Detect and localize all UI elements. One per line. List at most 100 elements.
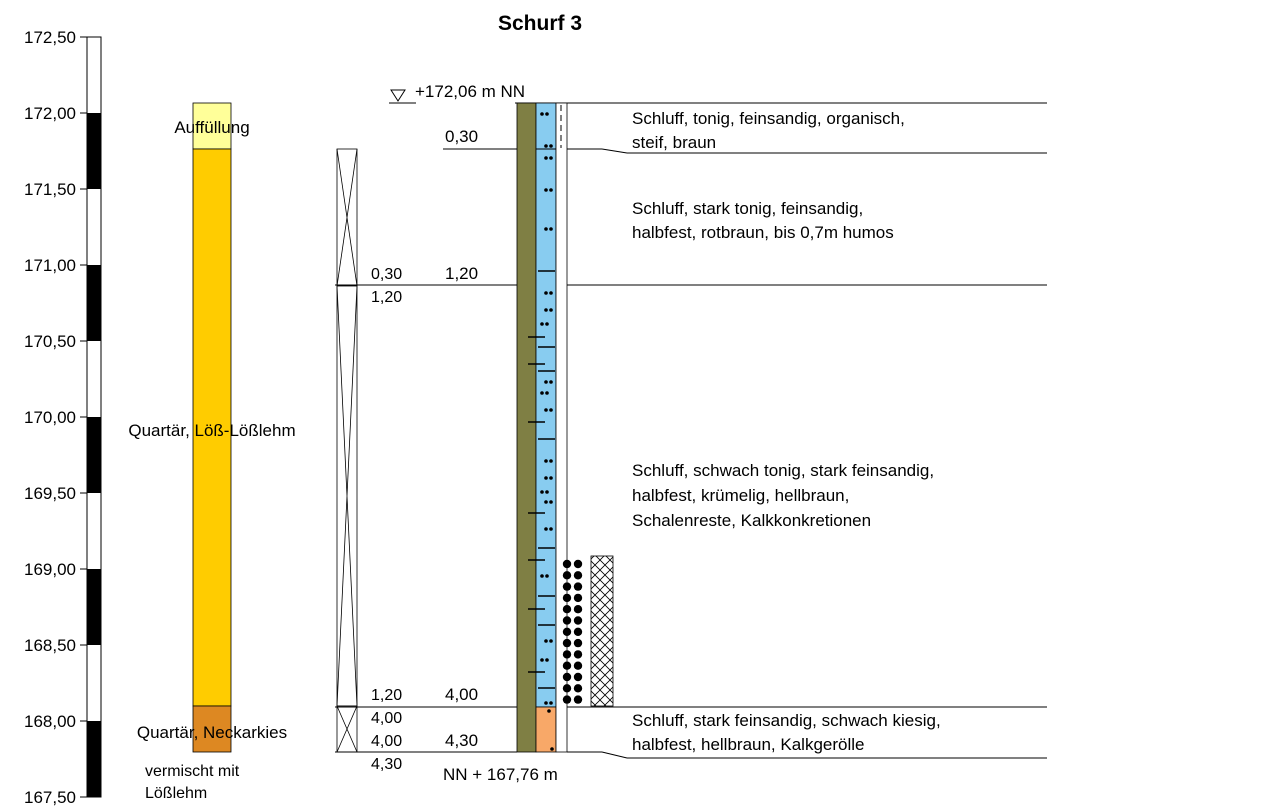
silt-dot-symbol [545,322,549,326]
sample-box-1-cross [336,148,358,287]
bottom-elevation-label: NN + 167,76 m [443,765,558,784]
silt-dot-symbol [544,291,548,295]
sample-box-3-cross [336,705,358,753]
silt-dot-symbol [545,658,549,662]
sample-dot [562,672,572,682]
layer-description-line: halbfest, krümelig, hellbraun, [632,486,849,505]
silt-dot-symbol [549,639,553,643]
layer-description-line: Schalenreste, Kalkkonkretionen [632,511,871,530]
scale-black-segment [87,721,101,797]
gravel-dot-symbol [550,747,554,751]
silt-dot-symbol [545,490,549,494]
sample-dot [562,638,572,648]
elevation-scale: 172,50 172,00 171,50 171,00 170,50 170,0… [24,28,102,807]
tick-label: 171,50 [24,180,76,199]
strat-label-neckarkies: Quartär, Neckarkies [137,723,287,742]
sample-dot [573,616,583,625]
silt-dot-symbol [544,527,548,531]
scale-ticks [80,36,87,798]
strat-label-auffuellung: Auffüllung [174,118,249,137]
scale-tick-labels: 172,50 172,00 171,50 171,00 170,50 170,0… [24,28,76,807]
sample-dot [573,627,583,636]
gravel-dot-symbol [547,709,551,713]
tick-label: 169,00 [24,560,76,579]
sample-dot [562,684,572,693]
strat-sublabel-1: vermischt mit [145,763,240,780]
silt-dot-symbol [540,322,544,326]
silt-dot-symbol [549,527,553,531]
ground-level-marker: +172,06 m NN [389,82,1047,104]
silt-dot-symbol [549,144,553,148]
layer-depth-label: 4,30 [445,731,478,750]
silt-dot-symbol [544,144,548,148]
layer-description-line: steif, braun [632,133,716,152]
sample-intervals: 0,30 1,20 1,20 4,00 4,00 4,30 [336,148,402,773]
silt-dot-symbol [549,380,553,384]
sample-dot [562,661,572,670]
silt-dot-symbol [549,476,553,480]
sample-depth-label: 4,00 [371,733,402,750]
layer-description-line: Schluff, schwach tonig, stark feinsandig… [632,461,934,480]
sample-dot [573,638,583,648]
sample-dot [573,593,583,603]
silt-dot-symbol [549,701,553,705]
silt-symbols [528,112,555,751]
scale-black-segment [87,265,101,341]
strat-unit-neckarkies [192,705,232,753]
silt-dot-symbol [549,308,553,312]
silt-dot-symbol [540,574,544,578]
silt-dot-symbol [549,227,553,231]
sample-dot [573,695,583,704]
silt-dot-symbol [540,658,544,662]
silt-dot-symbol [549,291,553,295]
ground-level-triangle [390,89,406,102]
layer-description-line: Schluff, tonig, feinsandig, organisch, [632,109,905,128]
silt-dot-symbol [540,112,544,116]
soil-profile-column [516,102,568,753]
scale-black-segment [87,113,101,189]
layer-depth-label: 1,20 [445,264,478,283]
hatched-sample-box [590,555,614,707]
sample-depth-label: 4,30 [371,756,402,773]
sample-dot [562,616,572,625]
layer-depth-labels: 0,30 1,20 4,00 4,30 NN + 167,76 m [335,127,1047,784]
silt-dot-symbol [549,500,553,504]
sample-dot [573,559,583,569]
tick-label: 170,50 [24,332,76,351]
description-connectors [567,148,1047,759]
silt-dot-symbol [544,408,548,412]
silt-dot-symbol [544,639,548,643]
silt-dot-symbol [545,112,549,116]
silt-dot-symbol [544,380,548,384]
silt-dot-symbol [544,500,548,504]
sample-depth-label: 1,20 [371,687,402,704]
sample-dot [573,684,583,693]
sample-dot [562,559,572,569]
sample-depth-label: 0,30 [371,266,402,283]
tick-label: 170,00 [24,408,76,427]
sample-dot [562,582,572,591]
silt-dot-symbol [540,490,544,494]
silt-dot-symbol [549,459,553,463]
silt-dot-symbol [544,459,548,463]
connector-line [601,751,628,759]
strat-unit-auffuellung [192,102,232,150]
layer-description-line: Schluff, stark feinsandig, schwach kiesi… [632,711,941,730]
layer-depth-label: 4,00 [445,685,478,704]
silt-column [535,102,557,708]
sample-dot [562,593,572,603]
layer-descriptions: Schluff, tonig, feinsandig, organisch, s… [632,109,941,754]
layer-depth-label: 0,30 [445,127,478,146]
silt-dot-symbol [544,701,548,705]
water-column [555,102,568,753]
tick-label: 167,50 [24,788,76,807]
sample-dot [573,661,583,670]
silt-dot-symbol [549,188,553,192]
ground-level-label: +172,06 m NN [415,82,525,101]
silt-dot-symbol [544,227,548,231]
silt-dot-symbol [540,391,544,395]
tick-label: 172,50 [24,28,76,47]
dot-sample-column [562,559,583,704]
silt-dot-symbol [544,156,548,160]
